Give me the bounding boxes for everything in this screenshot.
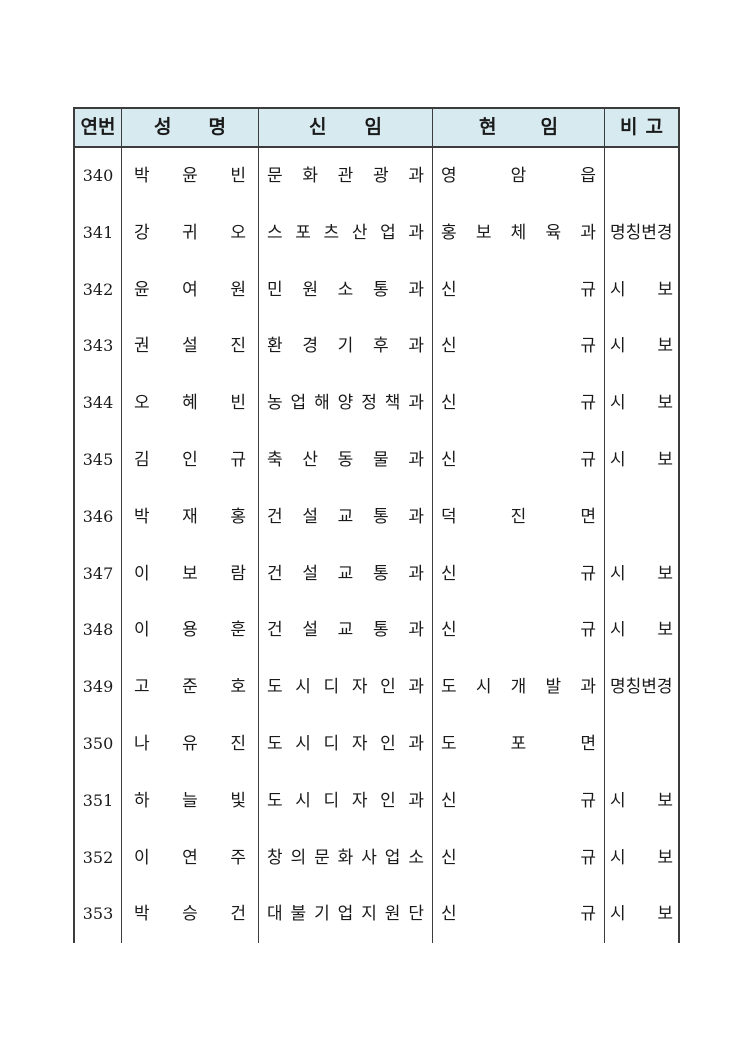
- cell-serial: 341: [75, 204, 122, 262]
- cell-remark: 시 보: [610, 449, 673, 470]
- cell-new-department: 문 화 관 광 과: [259, 148, 433, 205]
- cell-serial: 343: [75, 318, 122, 376]
- table-body: 340 박 윤 빈 문 화 관 광 과 영 암 읍 341 강 귀 오 스 포 …: [73, 148, 680, 944]
- cell-serial: 350: [75, 715, 122, 773]
- cell-remark: 명칭변경: [610, 677, 673, 698]
- cell-name: 이 용 훈: [122, 602, 259, 660]
- cell-new-department: 환 경 기 후 과: [259, 318, 433, 376]
- cell-new-department: 스 포 츠 산 업 과: [259, 204, 433, 262]
- cell-serial: 342: [75, 261, 122, 319]
- personnel-table: 연번 성 명 신 임 현 임 비 고 340 박 윤 빈 문 화 관 광 과 영…: [73, 107, 680, 944]
- cell-name: 이 보 람: [122, 545, 259, 603]
- cell-name: 김 인 규: [122, 431, 259, 489]
- cell-new-department: 농 업 해 양 정 책 과: [259, 375, 433, 432]
- cell-current-department: 홍 보 체 육 과: [433, 204, 605, 262]
- cell-new-department: 도 시 디 자 인 과: [259, 715, 433, 773]
- cell-new-department: 건 설 교 통 과: [259, 602, 433, 660]
- cell-current-department: 신 규: [433, 375, 605, 432]
- cell-remark: 시 보: [610, 336, 673, 357]
- cell-current-department: 도 시 개 발 과: [433, 659, 605, 716]
- cell-serial: 340: [75, 148, 122, 205]
- cell-remark: 시 보: [610, 904, 673, 925]
- cell-name: 박 재 홍: [122, 488, 259, 546]
- cell-new-department: 축 산 동 물 과: [259, 431, 433, 489]
- cell-name: 하 늘 빛: [122, 772, 259, 830]
- cell-remark: 시 보: [610, 847, 673, 868]
- cell-new-department: 민 원 소 통 과: [259, 261, 433, 319]
- cell-current-department: 덕 진 면: [433, 488, 605, 546]
- cell-remark: [605, 148, 678, 205]
- cell-remark: 시 보: [610, 790, 673, 811]
- cell-serial: 351: [75, 772, 122, 830]
- cell-current-department: 신 규: [433, 772, 605, 830]
- cell-remark: 시 보: [610, 393, 673, 414]
- cell-current-department: 신 규: [433, 829, 605, 887]
- cell-name: 박 윤 빈: [122, 148, 259, 205]
- cell-serial: 348: [75, 602, 122, 660]
- cell-remark: [605, 716, 678, 773]
- cell-current-department: 신 규: [433, 602, 605, 660]
- cell-current-department: 신 규: [433, 261, 605, 319]
- cell-serial: 352: [75, 829, 122, 887]
- cell-name: 나 유 진: [122, 715, 259, 773]
- cell-current-department: 신 규: [433, 431, 605, 489]
- cell-name: 윤 여 원: [122, 261, 259, 319]
- cell-new-department: 도 시 디 자 인 과: [259, 772, 433, 830]
- cell-serial: 346: [75, 488, 122, 546]
- cell-serial: 353: [75, 886, 122, 944]
- cell-new-department: 대 불 기 업 지 원 단: [259, 886, 433, 944]
- header-cell-new-assignment: 신 임: [259, 109, 433, 146]
- cell-serial: 349: [75, 659, 122, 716]
- cell-remark: 시 보: [610, 279, 673, 300]
- cell-new-department: 창 의 문 화 사 업 소: [259, 829, 433, 887]
- header-cell-current-assignment: 현 임: [433, 109, 605, 146]
- header-cell-remark: 비 고: [620, 116, 663, 138]
- cell-name: 오 혜 빈: [122, 375, 259, 432]
- cell-name: 이 연 주: [122, 829, 259, 887]
- cell-remark: 시 보: [610, 563, 673, 584]
- cell-name: 강 귀 오: [122, 204, 259, 262]
- cell-current-department: 신 규: [433, 886, 605, 944]
- cell-current-department: 도 포 면: [433, 715, 605, 773]
- cell-name: 박 승 건: [122, 886, 259, 944]
- cell-current-department: 신 규: [433, 318, 605, 376]
- cell-new-department: 건 설 교 통 과: [259, 545, 433, 603]
- cell-remark: 시 보: [610, 620, 673, 641]
- cell-new-department: 건 설 교 통 과: [259, 488, 433, 546]
- cell-new-department: 도 시 디 자 인 과: [259, 659, 433, 716]
- cell-serial: 345: [75, 431, 122, 489]
- table-header-row: 연번 성 명 신 임 현 임 비 고: [73, 107, 680, 148]
- cell-current-department: 영 암 읍: [433, 148, 605, 205]
- cell-remark: 명칭변경: [610, 222, 673, 243]
- cell-name: 고 준 호: [122, 659, 259, 716]
- cell-name: 권 설 진: [122, 318, 259, 376]
- cell-remark: [605, 489, 678, 546]
- header-cell-name: 성 명: [122, 109, 259, 146]
- header-cell-serial: 연번: [75, 109, 122, 146]
- cell-serial: 347: [75, 545, 122, 603]
- cell-serial: 344: [75, 375, 122, 432]
- cell-current-department: 신 규: [433, 545, 605, 603]
